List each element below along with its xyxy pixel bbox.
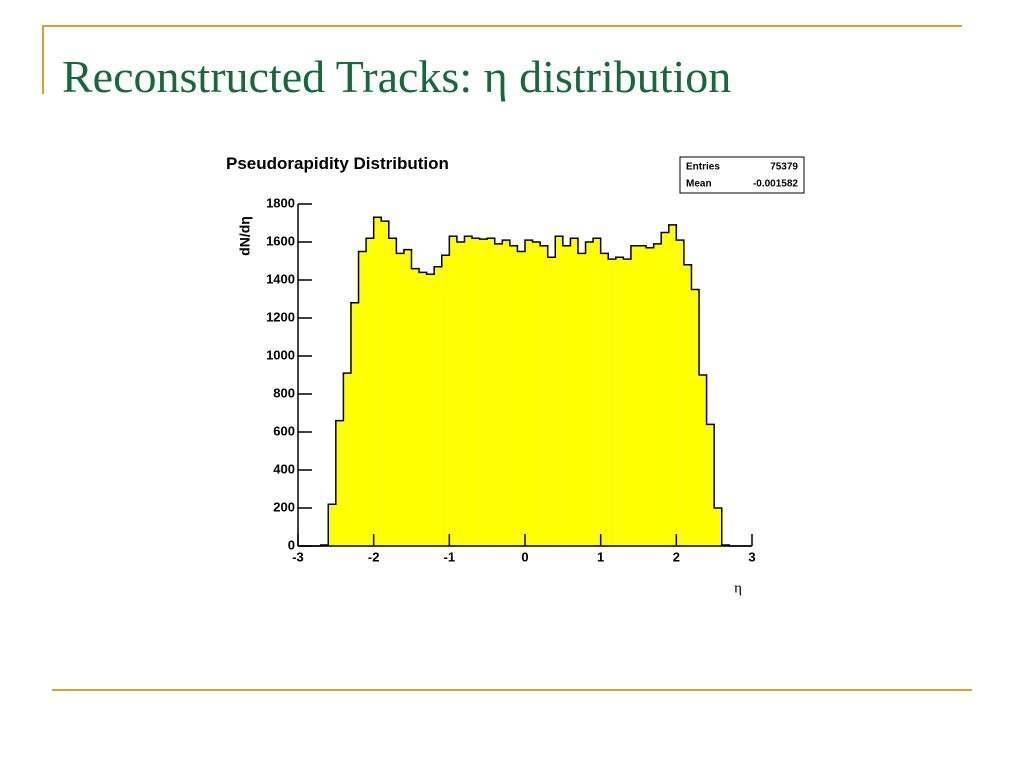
bar (706, 424, 715, 546)
bar (328, 504, 336, 546)
bar (434, 266, 442, 546)
bar (676, 240, 684, 546)
bar (653, 243, 662, 546)
bar (358, 251, 367, 546)
y-tick-label: 200 (273, 499, 295, 514)
bar (668, 224, 677, 546)
bar (517, 251, 525, 546)
bar (335, 420, 344, 546)
bar (366, 238, 374, 546)
bar (540, 245, 548, 547)
stats-label: Entries (686, 162, 720, 173)
bar (615, 257, 624, 546)
bar (456, 242, 465, 546)
bar (570, 238, 578, 546)
y-tick-label: 600 (273, 423, 295, 438)
histogram-outline (298, 216, 752, 547)
stats-value: -0.001582 (753, 179, 798, 190)
bar (487, 238, 495, 546)
bar (441, 255, 450, 547)
bar (502, 240, 510, 546)
chart-title: Pseudorapidity Distribution (226, 154, 449, 173)
y-axis-label: dN/dη (237, 216, 253, 256)
bar (699, 375, 707, 546)
bar (494, 243, 503, 546)
bar (555, 236, 563, 547)
bar (593, 238, 601, 546)
x-tick-label: -2 (368, 549, 380, 564)
slide-title: Reconstructed Tracks: η distribution (62, 51, 731, 102)
bar (472, 238, 480, 546)
x-tick-label: 2 (673, 549, 680, 564)
bar (638, 245, 647, 547)
stats-label: Mean (686, 179, 712, 190)
bar (630, 245, 639, 547)
y-tick-label: 800 (273, 385, 295, 400)
bar (623, 259, 631, 546)
bar (661, 232, 669, 546)
x-tick-label: 1 (597, 549, 604, 564)
bar (608, 259, 616, 546)
bar (646, 247, 654, 546)
bar (464, 236, 473, 547)
bar (350, 302, 359, 546)
y-tick-label: 1800 (266, 195, 295, 210)
bar (388, 238, 397, 546)
bar (479, 239, 488, 546)
bar (343, 373, 351, 546)
bar (532, 242, 541, 546)
bar (509, 245, 518, 547)
stats-box (679, 156, 805, 194)
bar (600, 253, 609, 546)
y-tick-label: 0 (288, 537, 295, 552)
x-tick-label: -3 (292, 549, 304, 564)
bar (714, 508, 722, 546)
bar (449, 236, 457, 547)
x-tick-label: -1 (444, 549, 456, 564)
stats-value: 75379 (770, 162, 798, 173)
x-tick-label: 3 (748, 549, 755, 564)
bar (577, 253, 586, 546)
plot: 0 200 400 600 800 1000 1200 1400 1600 1800 -3 -2 -1 0… (266, 195, 756, 564)
bar (683, 264, 692, 546)
bar (396, 253, 404, 546)
bar (411, 268, 420, 546)
bar (419, 272, 427, 546)
bar (547, 257, 556, 546)
x-axis-label: η (734, 580, 742, 596)
bar (403, 249, 412, 546)
bar (562, 245, 571, 547)
bar (525, 240, 533, 546)
bar (381, 221, 389, 546)
x-tick-label: 0 (521, 549, 528, 564)
y-tick-label: 1000 (266, 347, 295, 362)
bar (426, 274, 435, 546)
bar (691, 289, 700, 546)
y-tick-label: 1400 (266, 271, 295, 286)
y-tick-label: 1600 (266, 233, 295, 248)
bar (585, 242, 594, 546)
y-tick-label: 400 (273, 461, 295, 476)
y-tick-label: 1200 (266, 309, 295, 324)
bar (373, 217, 382, 547)
